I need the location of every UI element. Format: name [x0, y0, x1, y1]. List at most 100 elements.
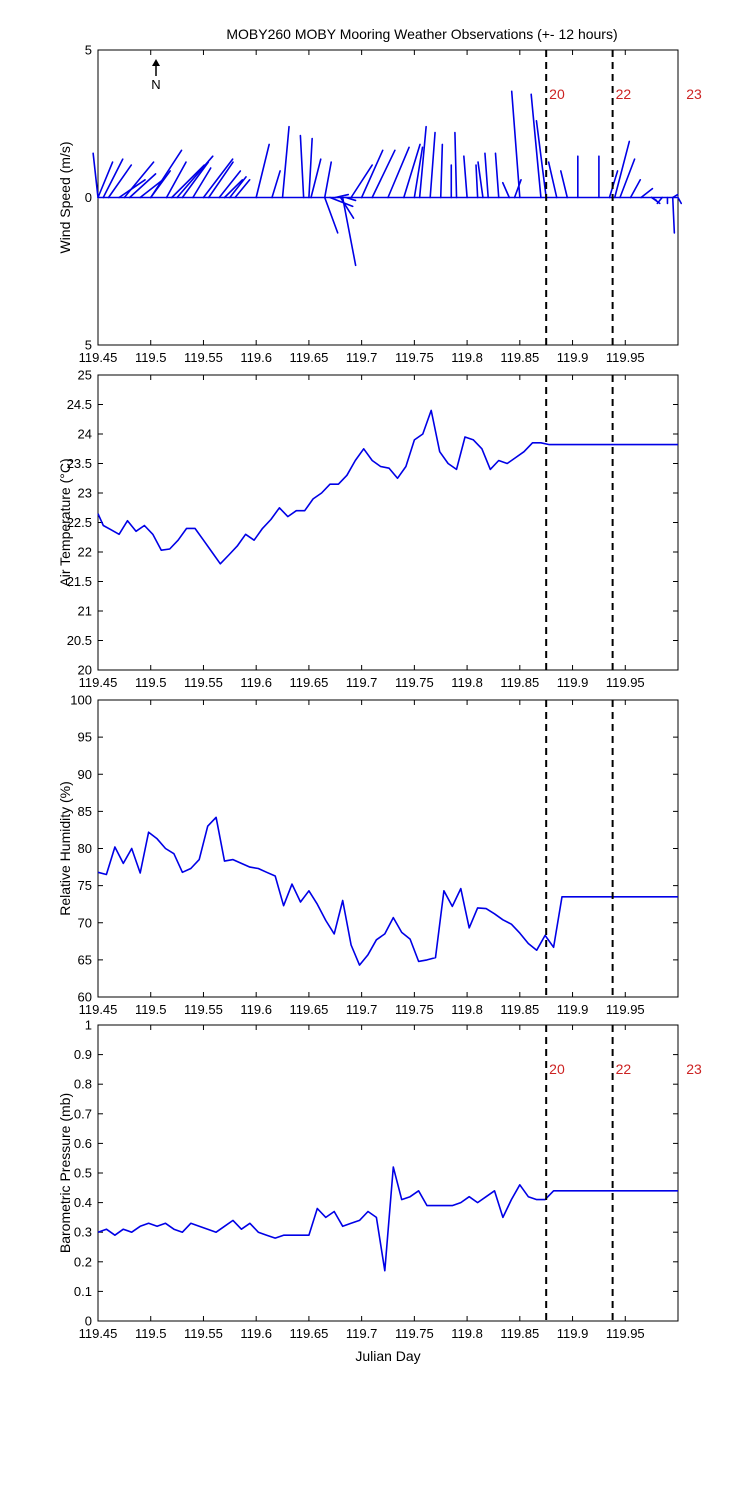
wind-stick — [223, 179, 244, 199]
y-tick-label: 20 — [78, 663, 92, 678]
y-axis-label: Wind Speed (m/s) — [57, 141, 73, 253]
x-tick-label: 119.6 — [240, 1326, 272, 1341]
x-tick-label: 119.85 — [500, 1002, 539, 1017]
x-tick-label: 119.6 — [240, 675, 272, 690]
y-tick-label: 21.5 — [67, 574, 92, 589]
wind-stick — [619, 158, 636, 199]
wind-stick — [547, 161, 558, 199]
vertical-marker-label: 23 — [686, 86, 702, 102]
wind-stick — [310, 158, 322, 199]
y-tick-label: 23 — [78, 486, 92, 501]
x-tick-label: 119.65 — [290, 1002, 329, 1017]
wind-stick — [463, 155, 468, 199]
wind-stick — [92, 152, 99, 199]
wind-stick — [559, 170, 569, 199]
x-tick-label: 119.9 — [557, 1002, 589, 1017]
x-tick-label: 119.9 — [557, 350, 589, 365]
wind-stick — [281, 125, 290, 199]
x-tick-label: 119.7 — [346, 1326, 378, 1341]
vertical-marker-label: 20 — [549, 1061, 565, 1077]
x-tick-label: 119.55 — [184, 1326, 223, 1341]
y-axis-label: Relative Humidity (%) — [57, 781, 73, 916]
y-tick-label: 95 — [78, 730, 92, 745]
wind-stick — [454, 131, 458, 199]
wind-stick — [350, 164, 373, 199]
x-tick-label: 119.5 — [135, 1002, 167, 1017]
x-tick-label: 119.6 — [240, 1002, 272, 1017]
x-tick-label: 119.95 — [606, 350, 645, 365]
x-tick-label: 119.55 — [184, 1002, 223, 1017]
panel-3: 119.45 119.5 119.55 119.6 119.65 119.7 119.75 1… — [57, 693, 679, 1017]
north-label: N — [151, 77, 160, 92]
wind-stick — [255, 143, 270, 199]
wind-stick — [97, 161, 114, 199]
panel-2: 119.45 119.5 119.55 119.6 119.65 119.7 119.75 1… — [57, 368, 679, 690]
wind-stick — [345, 196, 357, 202]
wind-stick — [202, 158, 234, 199]
x-tick-label: 119.7 — [346, 350, 378, 365]
y-tick-label: 75 — [78, 878, 92, 893]
x-tick-label: 119.75 — [395, 1002, 434, 1017]
wind-stick — [171, 164, 206, 199]
y-tick-label: 24.5 — [67, 397, 92, 412]
wind-stick — [501, 181, 511, 199]
x-tick-label: 119.85 — [500, 350, 539, 365]
x-tick-label: 119.55 — [184, 675, 223, 690]
x-tick-label: 119.75 — [395, 675, 434, 690]
wind-stick — [477, 161, 484, 199]
y-tick-label: 5 — [85, 338, 92, 353]
x-tick-label: 119.65 — [290, 675, 329, 690]
x-tick-label: 119.85 — [500, 1326, 539, 1341]
wind-stick — [671, 193, 679, 199]
wind-stick — [629, 179, 642, 199]
y-tick-label: 21 — [78, 604, 92, 619]
y-tick-label: 0.5 — [74, 1166, 92, 1181]
x-tick-label: 119.45 — [79, 675, 118, 690]
wind-stick — [484, 152, 489, 199]
wind-stick — [429, 131, 436, 199]
x-tick-label: 119.75 — [395, 350, 434, 365]
vertical-marker-label: 20 — [549, 86, 565, 102]
x-tick-label: 119.95 — [606, 675, 645, 690]
series-line-1 — [97, 816, 678, 966]
wind-stick — [494, 152, 500, 199]
y-tick-label: 0.7 — [74, 1106, 92, 1121]
wind-stick — [403, 143, 421, 199]
wind-stick — [207, 161, 234, 199]
wind-stick — [439, 143, 444, 199]
y-tick-label: 0.9 — [74, 1047, 92, 1062]
wind-stick — [650, 196, 658, 202]
axes-frame — [97, 374, 679, 671]
wind-stick — [387, 146, 410, 199]
y-axis-label: Barometric Pressure (mb) — [57, 1093, 73, 1253]
y-tick-label: 22 — [78, 545, 92, 560]
wind-stick — [510, 90, 521, 199]
panel-4: 119.45 119.5 119.55 119.6 119.65 119.7 119.75 1… — [57, 1018, 702, 1365]
x-tick-label: 119.8 — [451, 1326, 483, 1341]
x-tick-label: 119.95 — [606, 1326, 645, 1341]
x-tick-label: 119.5 — [135, 350, 167, 365]
x-tick-label: 119.5 — [135, 675, 167, 690]
x-tick-label: 119.45 — [79, 350, 118, 365]
wind-stick — [640, 187, 654, 199]
wind-stick — [530, 93, 542, 199]
panel-1: 119.45 119.5 119.55 119.6 119.65 119.7 119.75 1… — [57, 43, 702, 366]
series-line-1 — [97, 409, 678, 565]
x-tick-label: 119.95 — [606, 1002, 645, 1017]
y-tick-label: 24 — [78, 427, 92, 442]
x-tick-label: 119.65 — [290, 350, 329, 365]
wind-stick — [229, 176, 247, 199]
x-tick-label: 119.9 — [557, 675, 589, 690]
page-title: MOBY260 MOBY Mooring Weather Observation… — [226, 26, 617, 42]
wind-stick — [418, 125, 427, 199]
wind-stick — [413, 146, 424, 199]
wind-stick — [165, 161, 187, 199]
wind-stick — [308, 137, 313, 199]
wind-stick — [677, 196, 683, 205]
x-tick-label: 119.7 — [346, 675, 378, 690]
axes-frame — [97, 1024, 679, 1322]
wind-stick — [341, 196, 357, 267]
wind-stick — [513, 179, 522, 199]
y-tick-label: 23.5 — [67, 456, 92, 471]
x-tick-label: 119.7 — [346, 1002, 378, 1017]
